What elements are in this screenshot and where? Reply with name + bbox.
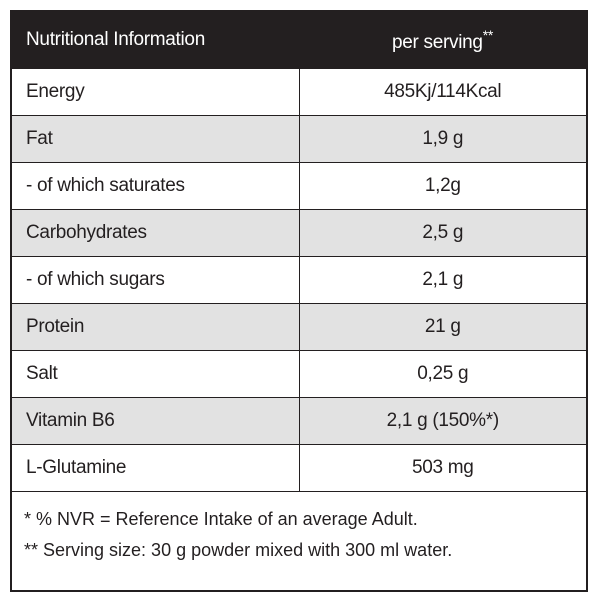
nutrient-name: Protein: [12, 303, 299, 351]
footnote: * % NVR = Reference Intake of an average…: [24, 509, 418, 529]
header-title: Nutritional Information: [12, 12, 299, 69]
table-body: Energy 485Kj/114Kcal Fat 1,9 g- of which sa…: [12, 68, 586, 492]
nutrient-value: 21 g: [298, 303, 586, 351]
header-row: Nutritional Information per serving**: [12, 12, 586, 69]
serving-mark: **: [482, 26, 494, 43]
nutrient-value: 1,9 g: [298, 115, 586, 163]
nutrient-name: L-Glutamine: [12, 444, 299, 492]
nutrient-name: Energy: [12, 68, 299, 116]
nutrient-row: - of which sugars 2,1 g: [12, 256, 586, 304]
header-serving: per serving**: [299, 12, 586, 69]
nutrient-value: 0,25 g: [298, 350, 586, 398]
nutrient-name: Salt: [12, 350, 299, 398]
nutrient-row: Protein 21 g: [12, 303, 586, 351]
nutrient-value: 1,2g: [298, 162, 586, 210]
nutrient-name: - of which sugars: [12, 256, 299, 304]
nutrient-name: - of which saturates: [12, 162, 299, 210]
footnotes: * % NVR = Reference Intake of an average…: [12, 492, 586, 566]
nutrition-table: Nutritional Information per serving** En…: [12, 12, 586, 492]
nutrient-value: 485Kj/114Kcal: [298, 68, 586, 116]
nutrient-name: Fat: [12, 115, 299, 163]
serving-label: per serving: [392, 31, 483, 53]
nutrient-value: 2,1 g: [298, 256, 586, 304]
nutrient-row: - of which saturates 1,2g: [12, 162, 586, 210]
nutrient-row: Salt 0,25 g: [12, 350, 586, 398]
nutrient-value: 2,5 g: [298, 209, 586, 257]
nutrient-row: Fat 1,9 g: [12, 115, 586, 163]
nutrition-panel: Nutritional Information per serving** En…: [10, 10, 588, 592]
nutrient-row: Vitamin B6 2,1 g (150%*): [12, 397, 586, 445]
nutrient-value: 2,1 g (150%*): [298, 397, 586, 445]
nutrient-name: Carbohydrates: [12, 209, 299, 257]
nutrient-row: L-Glutamine 503 mg: [12, 444, 586, 492]
nutrient-name: Vitamin B6: [12, 397, 299, 445]
footnote: ** Serving size: 30 g powder mixed with …: [24, 540, 453, 560]
nutrient-row: Energy 485Kj/114Kcal: [12, 68, 586, 116]
nutrient-row: Carbohydrates 2,5 g: [12, 209, 586, 257]
nutrient-value: 503 mg: [298, 444, 586, 492]
